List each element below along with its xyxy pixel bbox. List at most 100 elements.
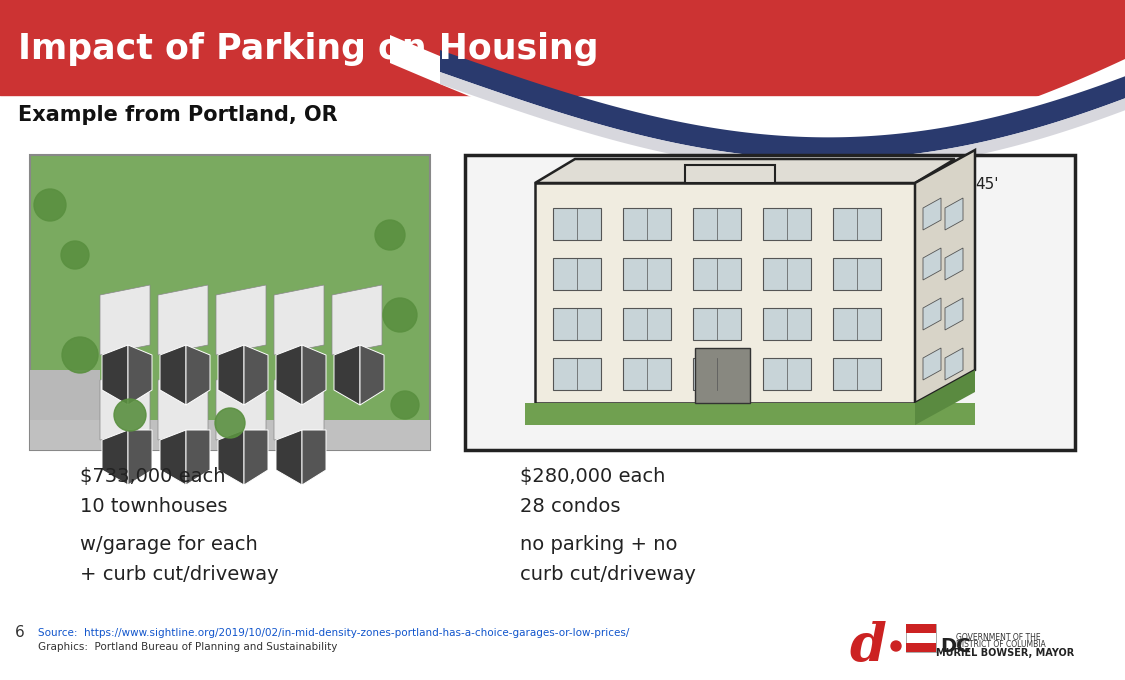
Polygon shape — [915, 150, 975, 403]
Circle shape — [114, 399, 146, 431]
Circle shape — [375, 220, 405, 250]
FancyBboxPatch shape — [623, 258, 670, 290]
Text: Graphics:  Portland Bureau of Planning and Sustainability: Graphics: Portland Bureau of Planning an… — [38, 642, 338, 652]
Text: d: d — [849, 620, 886, 672]
Polygon shape — [186, 345, 210, 405]
FancyBboxPatch shape — [763, 258, 811, 290]
Polygon shape — [390, 35, 1125, 173]
Polygon shape — [276, 430, 302, 485]
Polygon shape — [186, 430, 210, 485]
Polygon shape — [440, 50, 1125, 159]
Polygon shape — [440, 72, 1125, 171]
Polygon shape — [922, 348, 940, 380]
Text: MURIEL BOWSER, MAYOR: MURIEL BOWSER, MAYOR — [936, 648, 1074, 658]
Polygon shape — [128, 345, 152, 405]
Polygon shape — [218, 345, 244, 405]
FancyBboxPatch shape — [554, 308, 601, 340]
Polygon shape — [276, 345, 302, 405]
FancyBboxPatch shape — [536, 183, 915, 403]
Polygon shape — [922, 248, 940, 280]
Polygon shape — [915, 370, 975, 425]
FancyBboxPatch shape — [906, 624, 936, 633]
FancyBboxPatch shape — [554, 358, 601, 390]
Polygon shape — [302, 430, 326, 485]
Polygon shape — [244, 345, 268, 405]
Polygon shape — [332, 285, 383, 355]
Polygon shape — [128, 430, 152, 485]
Polygon shape — [922, 298, 940, 330]
Polygon shape — [100, 370, 150, 440]
Circle shape — [891, 641, 901, 651]
Text: + curb cut/driveway: + curb cut/driveway — [80, 565, 279, 584]
FancyBboxPatch shape — [832, 258, 881, 290]
Text: GOVERNMENT OF THE: GOVERNMENT OF THE — [956, 633, 1041, 642]
Text: Example from Portland, OR: Example from Portland, OR — [18, 105, 337, 125]
Text: $733,000 each: $733,000 each — [80, 467, 225, 486]
FancyBboxPatch shape — [623, 308, 670, 340]
Polygon shape — [922, 198, 940, 230]
FancyBboxPatch shape — [30, 155, 430, 450]
Polygon shape — [274, 285, 324, 355]
Text: DISTRICT OF COLUMBIA: DISTRICT OF COLUMBIA — [956, 640, 1046, 649]
FancyBboxPatch shape — [695, 348, 750, 403]
FancyBboxPatch shape — [685, 165, 775, 183]
FancyBboxPatch shape — [465, 155, 1076, 450]
FancyBboxPatch shape — [832, 308, 881, 340]
FancyBboxPatch shape — [554, 258, 601, 290]
Circle shape — [382, 298, 417, 332]
Circle shape — [215, 408, 245, 438]
Bar — [0, 0, 1125, 3]
Polygon shape — [102, 345, 128, 405]
Polygon shape — [244, 430, 268, 485]
Text: curb cut/driveway: curb cut/driveway — [520, 565, 696, 584]
Polygon shape — [160, 345, 186, 405]
Polygon shape — [360, 345, 384, 405]
Circle shape — [61, 241, 89, 269]
Text: 28 condos: 28 condos — [520, 497, 621, 516]
FancyBboxPatch shape — [763, 208, 811, 240]
FancyBboxPatch shape — [763, 358, 811, 390]
FancyBboxPatch shape — [623, 208, 670, 240]
FancyBboxPatch shape — [30, 420, 430, 450]
Polygon shape — [302, 345, 326, 405]
Text: w/garage for each: w/garage for each — [80, 535, 258, 554]
Polygon shape — [945, 298, 963, 330]
Polygon shape — [536, 159, 955, 183]
Polygon shape — [158, 285, 208, 355]
Circle shape — [34, 189, 66, 221]
Polygon shape — [218, 430, 244, 485]
FancyBboxPatch shape — [693, 358, 741, 390]
FancyBboxPatch shape — [763, 308, 811, 340]
Circle shape — [392, 391, 418, 419]
Polygon shape — [274, 370, 324, 440]
Circle shape — [62, 337, 98, 373]
Polygon shape — [216, 370, 266, 440]
Text: no parking + no: no parking + no — [520, 535, 677, 554]
Polygon shape — [158, 370, 208, 440]
FancyBboxPatch shape — [693, 208, 741, 240]
FancyBboxPatch shape — [693, 258, 741, 290]
Polygon shape — [100, 285, 150, 355]
Polygon shape — [102, 430, 128, 485]
FancyBboxPatch shape — [906, 643, 936, 652]
Polygon shape — [945, 198, 963, 230]
FancyBboxPatch shape — [832, 358, 881, 390]
Text: $280,000 each: $280,000 each — [520, 467, 665, 486]
Text: Impact of Parking on Housing: Impact of Parking on Housing — [18, 33, 598, 67]
FancyBboxPatch shape — [906, 624, 936, 652]
FancyBboxPatch shape — [693, 308, 741, 340]
Text: 45': 45' — [975, 177, 999, 192]
Polygon shape — [945, 248, 963, 280]
Polygon shape — [334, 345, 360, 405]
Text: 6: 6 — [15, 625, 25, 640]
Polygon shape — [160, 430, 186, 485]
Polygon shape — [216, 285, 266, 355]
FancyBboxPatch shape — [554, 208, 601, 240]
Text: DC: DC — [940, 636, 971, 656]
FancyBboxPatch shape — [525, 403, 975, 425]
FancyBboxPatch shape — [623, 358, 670, 390]
Polygon shape — [945, 348, 963, 380]
FancyBboxPatch shape — [832, 208, 881, 240]
FancyBboxPatch shape — [30, 370, 100, 450]
Text: 10 townhouses: 10 townhouses — [80, 497, 227, 516]
